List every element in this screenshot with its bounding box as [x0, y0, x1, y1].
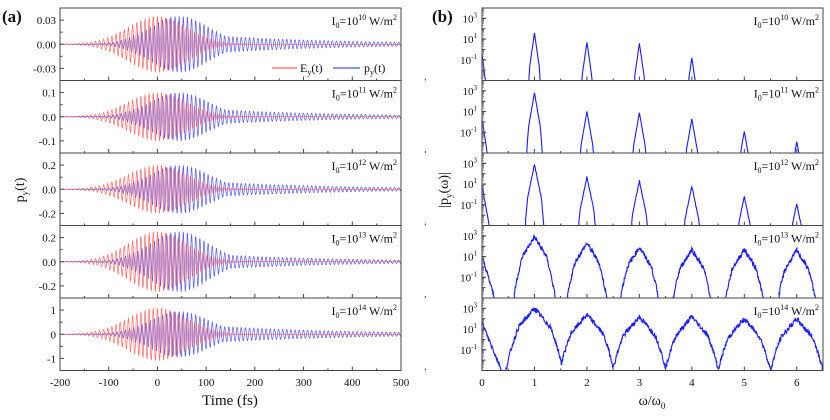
panel-b-subplot-5: 103 101 10-1 I0=1014 W/m2 — [460, 297, 824, 371]
panel-b-ylabel: |py(ω)| — [437, 172, 454, 208]
panel-a-subplot-4: 0.2 0.0 -0.2 I0=1013 W/m2 — [39, 225, 426, 299]
y-tick-label: 101 — [463, 177, 478, 191]
x-tick-label: 0 — [155, 377, 161, 389]
panel-a-subplot-5: 1 0 -1 I0=1014 W/m2 — [47, 297, 426, 371]
y-tick-label: 103 — [463, 229, 478, 243]
x-tick-label: -100 — [99, 377, 120, 389]
x-tick-label: 200 — [247, 377, 264, 389]
panel-a-xlabel: Time (fs) — [202, 393, 258, 409]
y-tick-label: -0.03 — [33, 63, 56, 75]
intensity-label: I0=1014 W/m2 — [753, 303, 819, 320]
panel-a-label: (a) — [2, 7, 22, 26]
y-tick-label: 101 — [463, 322, 478, 336]
y-tick-label: 10-1 — [460, 343, 477, 357]
x-tick-label: 500 — [393, 377, 410, 389]
legend-label-e: Ey(t) — [300, 61, 323, 77]
spectrum-line — [481, 164, 802, 226]
x-tick-label: 3 — [637, 377, 643, 389]
spectrum-line — [481, 307, 824, 371]
spectrum-line — [481, 92, 800, 154]
y-tick-label: 0.00 — [37, 39, 57, 51]
panel-b-xlabel: ω/ω0 — [639, 394, 666, 411]
panel-a-subplot-3: 0.2 0.0 -0.2 I0=1012 W/m2 — [39, 152, 426, 226]
legend-label-p: py(t) — [364, 61, 385, 77]
intensity-label: I0=1013 W/m2 — [753, 231, 819, 248]
legend: Ey(t) py(t) — [272, 61, 385, 77]
y-tick-label: 103 — [463, 301, 478, 315]
y-tick-label: 0.0 — [42, 112, 56, 124]
x-tick-label: 4 — [689, 377, 695, 389]
e-series-line — [60, 231, 401, 293]
y-tick-label: -0.2 — [39, 281, 56, 293]
y-tick-label: 0.0 — [42, 184, 56, 196]
panel-a-subplot-2: 0.1 0.0 -0.1 I0=1011 W/m2 — [39, 80, 426, 154]
intensity-label: I0=1014 W/m2 — [331, 303, 397, 320]
panel-b-subplot-3: 103 101 10-1 I0=1012 W/m2 — [460, 152, 824, 226]
y-tick-label: 0 — [51, 329, 57, 341]
x-tick-label: 300 — [295, 377, 312, 389]
panel-a-subplot-1: 0.03 0.00 -0.03 I0=1010 W/m2 — [33, 7, 426, 81]
y-tick-label: 10-1 — [460, 270, 477, 284]
y-tick-label: 0.03 — [37, 15, 57, 27]
e-series-line — [60, 165, 401, 215]
y-tick-label: -0.1 — [39, 136, 56, 148]
y-tick-label: 1 — [51, 305, 57, 317]
x-tick-label: 100 — [198, 377, 215, 389]
x-tick-label: 6 — [794, 377, 800, 389]
spectrum-line — [481, 32, 696, 81]
intensity-label: I0=1011 W/m2 — [332, 86, 397, 103]
y-tick-label: -0.2 — [39, 208, 56, 220]
y-tick-label: 0.2 — [42, 160, 56, 172]
y-tick-label: 10-1 — [460, 198, 477, 212]
y-tick-label: 103 — [463, 156, 478, 170]
panel-b-subplot-2: 103 101 10-1 I0=1011 W/m2 — [460, 80, 824, 154]
y-tick-label: 101 — [463, 32, 478, 46]
x-tick-label: 0 — [479, 377, 485, 389]
x-tick-label: 400 — [344, 377, 361, 389]
x-tick-label: -200 — [50, 377, 71, 389]
x-tick-label: 1 — [532, 377, 538, 389]
intensity-label: I0=1010 W/m2 — [753, 13, 819, 30]
panel-b-subplot-1: 103 101 10-1 I0=1010 W/m2 — [460, 7, 824, 81]
y-tick-label: 0.0 — [42, 257, 56, 269]
y-tick-label: 103 — [463, 11, 478, 25]
intensity-label: I0=1012 W/m2 — [331, 158, 397, 175]
panel-b-label: (b) — [432, 7, 453, 26]
y-tick-label: 10-1 — [460, 53, 477, 67]
y-tick-label: 103 — [463, 84, 478, 98]
x-tick-label: 2 — [584, 377, 590, 389]
panel-a-ylabel: py(t) — [13, 177, 30, 202]
y-tick-label: 101 — [463, 105, 478, 119]
e-series-line — [60, 92, 401, 142]
y-tick-label: -1 — [47, 353, 56, 365]
y-tick-label: 0.2 — [42, 233, 56, 245]
y-tick-label: 0.1 — [42, 88, 56, 100]
intensity-label: I0=1013 W/m2 — [331, 231, 397, 248]
x-tick-label: 5 — [742, 377, 748, 389]
e-series-line — [60, 307, 401, 362]
intensity-label: I0=1012 W/m2 — [753, 158, 819, 175]
intensity-label: I0=1010 W/m2 — [331, 13, 397, 30]
y-tick-label: 101 — [463, 250, 478, 264]
e-series-line — [60, 16, 401, 74]
intensity-label: I0=1011 W/m2 — [754, 86, 819, 103]
y-tick-label: 10-1 — [460, 125, 477, 139]
panel-b-subplot-4: 103 101 10-1 I0=1013 W/m2 — [460, 225, 824, 299]
